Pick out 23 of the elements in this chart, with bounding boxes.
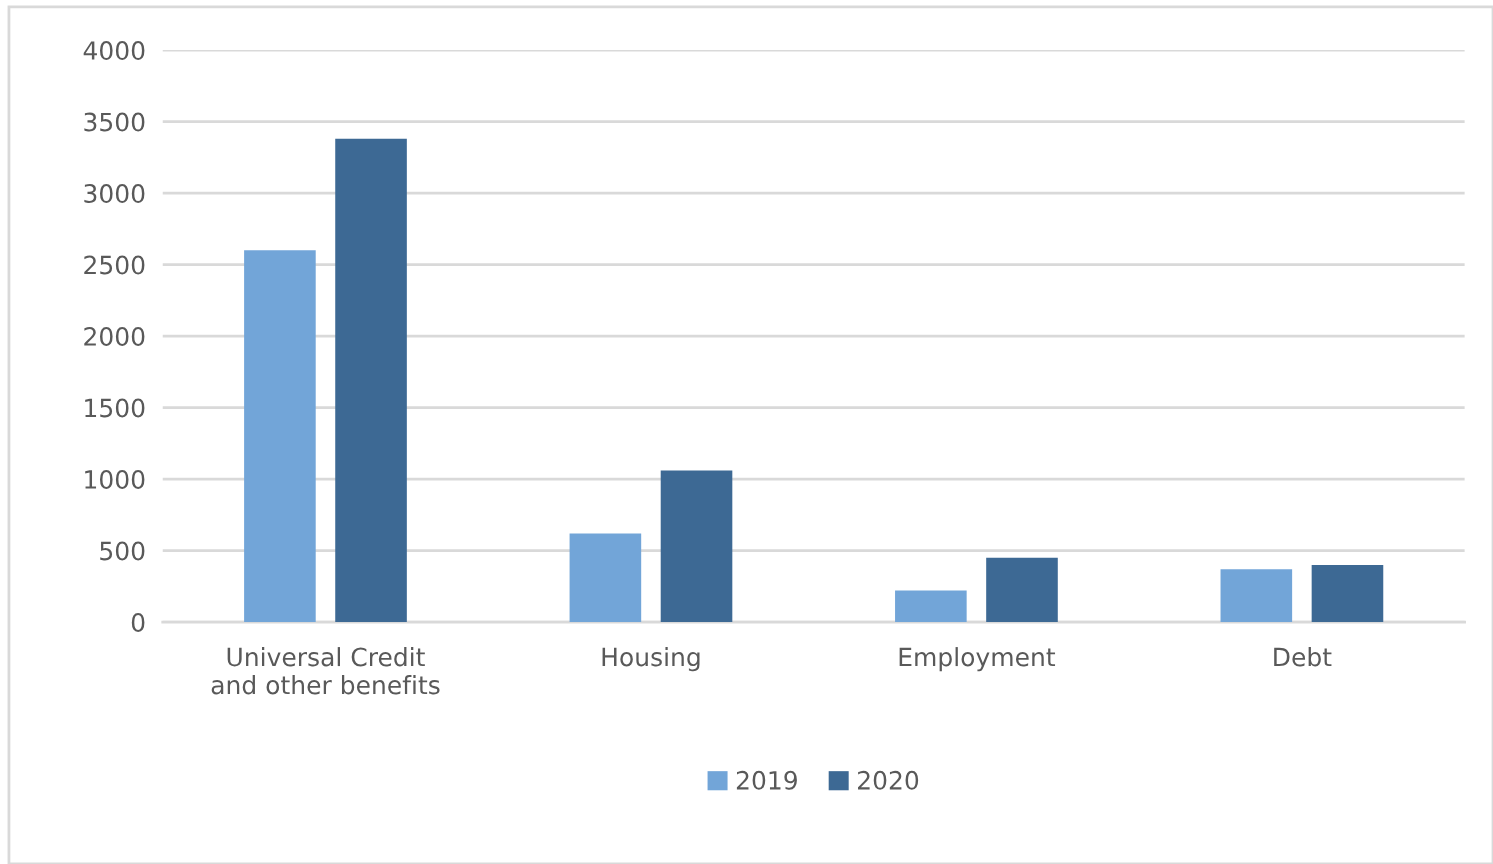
bar: [895, 590, 967, 623]
y-tick-label: 2500: [84, 255, 145, 275]
y-tick-label: 1500: [85, 398, 145, 418]
bar: [244, 250, 316, 623]
y-tick-label: 4000: [83, 41, 145, 60]
bar: [986, 557, 1058, 623]
x-tick-label: Employment: [899, 647, 1056, 672]
x-tick-label: Universal Credit and other benefits: [211, 647, 440, 695]
x-tick-label: Debt: [1274, 647, 1332, 667]
y-tick-label: 3500: [84, 112, 145, 132]
bar: [660, 470, 733, 623]
bar: [569, 533, 642, 623]
legend-label: 2019: [736, 770, 797, 790]
y-tick-label: 500: [100, 541, 145, 561]
bar: [1220, 569, 1293, 623]
y-tick-label: 0: [131, 613, 145, 632]
bar: [335, 138, 407, 623]
legend-label: 2020: [858, 770, 919, 790]
y-tick-label: 3000: [84, 184, 145, 203]
y-tick-label: 1000: [85, 470, 145, 489]
y-tick-label: 2000: [84, 327, 145, 346]
bar: [1311, 564, 1384, 623]
x-tick-label: Housing: [602, 647, 700, 672]
